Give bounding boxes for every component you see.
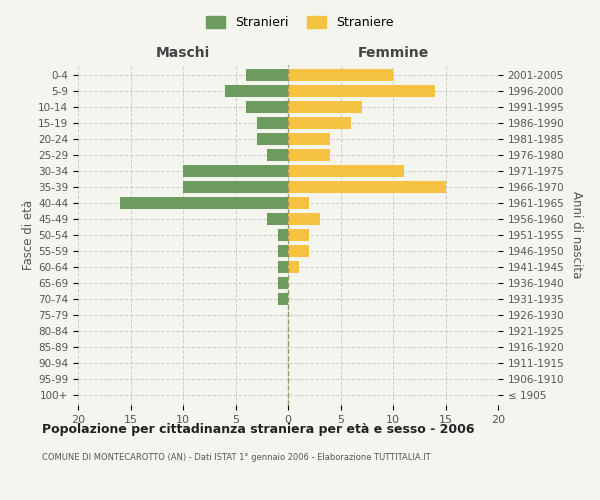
Y-axis label: Anni di nascita: Anni di nascita <box>570 192 583 278</box>
Bar <box>246 68 288 80</box>
Bar <box>288 213 320 225</box>
Bar <box>288 261 299 273</box>
Bar <box>267 149 288 161</box>
Text: Popolazione per cittadinanza straniera per età e sesso - 2006: Popolazione per cittadinanza straniera p… <box>42 422 475 436</box>
Legend: Stranieri, Straniere: Stranieri, Straniere <box>202 11 398 34</box>
Bar <box>288 245 309 257</box>
Bar <box>277 293 288 305</box>
Y-axis label: Fasce di età: Fasce di età <box>22 200 35 270</box>
Text: Femmine: Femmine <box>358 46 428 60</box>
Bar <box>288 133 330 145</box>
Bar <box>267 213 288 225</box>
Bar <box>288 181 445 193</box>
Bar <box>288 68 393 80</box>
Bar <box>288 229 309 241</box>
Bar <box>288 149 330 161</box>
Text: Maschi: Maschi <box>156 46 210 60</box>
Bar <box>183 165 288 177</box>
Bar <box>288 197 309 209</box>
Bar <box>277 261 288 273</box>
Bar <box>257 116 288 128</box>
Bar <box>120 197 288 209</box>
Bar <box>257 133 288 145</box>
Bar <box>277 277 288 289</box>
Bar <box>288 84 435 96</box>
Bar <box>288 116 351 128</box>
Bar <box>277 229 288 241</box>
Bar <box>277 245 288 257</box>
Bar <box>246 100 288 112</box>
Bar <box>225 84 288 96</box>
Text: COMUNE DI MONTECAROTTO (AN) - Dati ISTAT 1° gennaio 2006 - Elaborazione TUTTITAL: COMUNE DI MONTECAROTTO (AN) - Dati ISTAT… <box>42 452 431 462</box>
Bar <box>183 181 288 193</box>
Bar <box>288 100 361 112</box>
Bar <box>288 165 404 177</box>
